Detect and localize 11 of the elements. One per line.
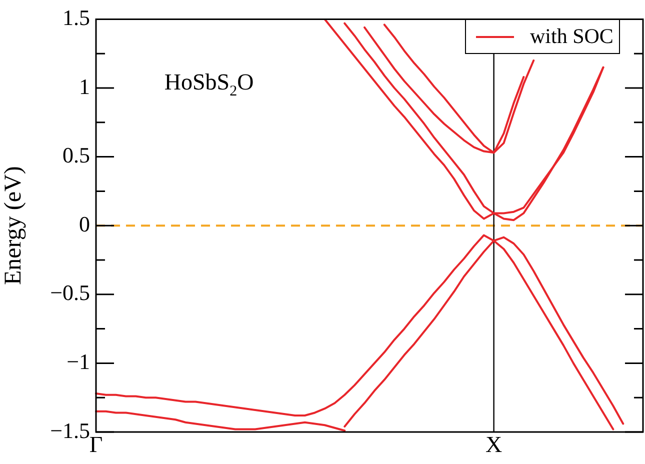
y-tick-label: 1.5 [62,4,90,30]
y-tick-label: −1 [66,348,90,374]
y-tick-label: 0.5 [62,142,90,168]
y-axis-title: Energy (eV) [0,166,27,286]
x-tick-label: X [486,432,503,457]
y-tick-label: −1.5 [50,418,90,443]
legend-label: with SOC [530,24,614,50]
y-tick-label: 1 [79,74,90,99]
x-tick-label: Γ [89,432,103,457]
y-tick-label: −0.5 [50,280,90,306]
y-tick-label: 0 [79,211,90,236]
